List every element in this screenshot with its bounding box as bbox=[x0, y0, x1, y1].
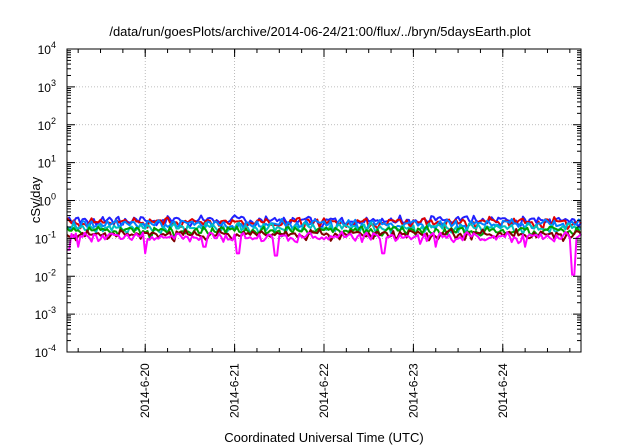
x-tick-label: 2014-6-22 bbox=[317, 363, 331, 418]
x-tick-label: 2014-6-24 bbox=[496, 363, 510, 418]
series-line bbox=[66, 215, 582, 231]
series-line bbox=[67, 230, 582, 276]
x-axis: 2014-6-20 2014-6-21 2014-6-22 2014-6-23 2014… bbox=[77, 49, 571, 418]
y-tick-label: 102 bbox=[38, 116, 56, 133]
chart-title: /data/run/goesPlots/archive/2014-06-24/2… bbox=[109, 24, 531, 39]
y-tick-label: 104 bbox=[38, 40, 56, 57]
x-tick-label: 2014-6-21 bbox=[228, 363, 242, 418]
y-tick-label: 103 bbox=[38, 78, 56, 95]
series-lines bbox=[66, 214, 582, 276]
y-tick-label: 10-3 bbox=[35, 305, 56, 322]
y-axis: 10-4 10-3 10-2 10-1 100 101 102 103 104 bbox=[35, 40, 581, 360]
y-axis-label: cSv/day bbox=[28, 176, 43, 223]
y-tick-label: 10-1 bbox=[35, 229, 56, 246]
y-tick-label: 10-4 bbox=[35, 343, 56, 360]
grid-lines bbox=[67, 49, 581, 352]
x-axis-label: Coordinated Universal Time (UTC) bbox=[224, 430, 423, 445]
x-tick-label: 2014-6-23 bbox=[406, 363, 420, 418]
y-tick-label: 10-2 bbox=[35, 267, 56, 284]
y-tick-label: 100 bbox=[38, 192, 56, 209]
y-tick-label: 101 bbox=[38, 154, 56, 171]
x-tick-label: 2014-6-20 bbox=[138, 363, 152, 418]
